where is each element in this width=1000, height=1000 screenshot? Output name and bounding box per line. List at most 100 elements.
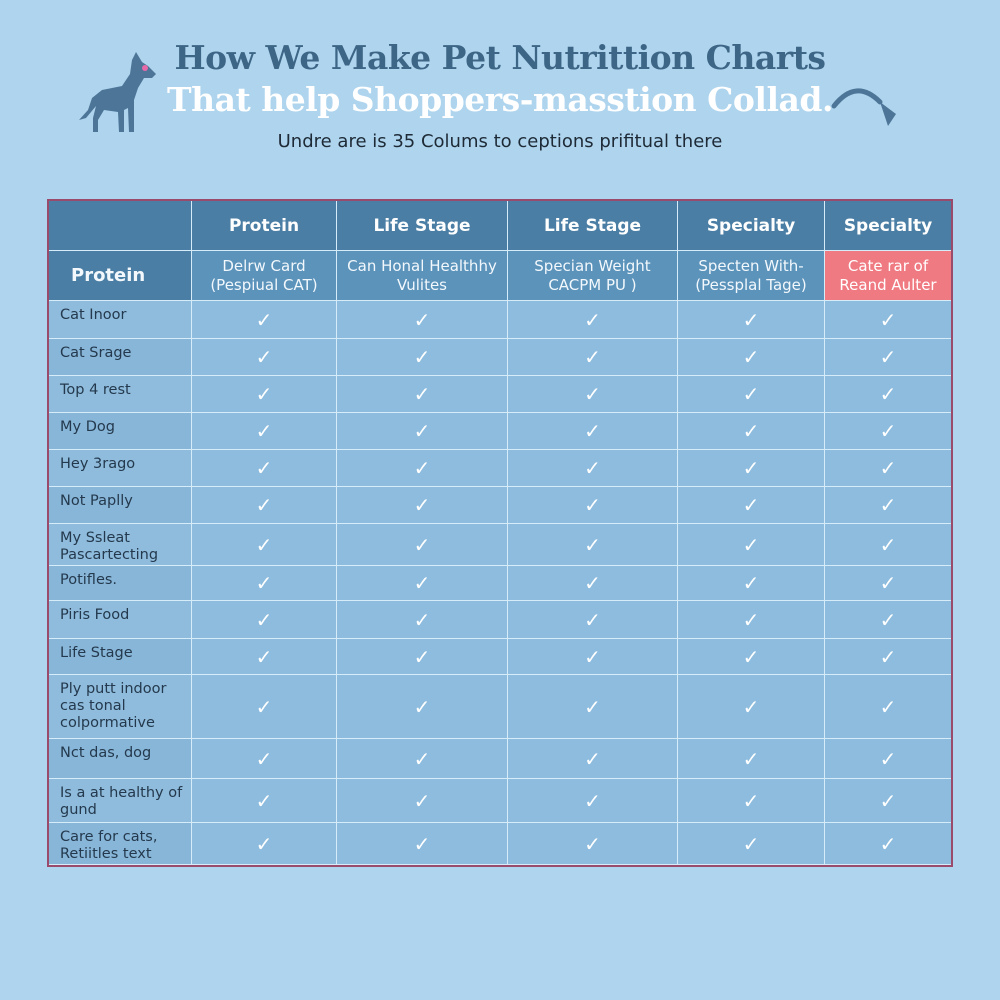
table-cell: ✓ [825, 450, 951, 487]
table-cell: ✓ [508, 566, 678, 601]
check-icon: ✓ [255, 694, 273, 719]
check-icon: ✓ [742, 746, 760, 771]
table-cell: ✓ [337, 675, 508, 739]
check-icon: ✓ [742, 694, 760, 719]
row-label: Not Paplly [49, 487, 192, 524]
table-cell: ✓ [678, 339, 825, 376]
check-icon: ✓ [879, 382, 897, 406]
row-label: My Dog [49, 413, 192, 450]
dog-illustration [79, 52, 156, 132]
table-cell: ✓ [508, 779, 678, 823]
table-cell: ✓ [678, 739, 825, 779]
check-icon: ✓ [255, 571, 273, 595]
table-cell: ✓ [337, 301, 508, 339]
table-cell: ✓ [508, 376, 678, 413]
table-cell: ✓ [508, 675, 678, 739]
table-cell: ✓ [337, 639, 508, 675]
table-cell: ✓ [508, 339, 678, 376]
table-cell: ✓ [825, 601, 951, 639]
check-icon: ✓ [584, 456, 601, 480]
check-icon: ✓ [255, 456, 273, 480]
check-icon: ✓ [742, 571, 760, 595]
check-icon: ✓ [879, 307, 897, 332]
table-cell: ✓ [825, 566, 951, 601]
row-label: Cat Inoor [49, 301, 192, 339]
table-cell: ✓ [678, 823, 825, 865]
check-icon: ✓ [584, 419, 601, 443]
check-icon: ✓ [255, 831, 273, 856]
column-subheader: Delrw Card (Pespiual CAT) [192, 251, 337, 301]
check-icon: ✓ [742, 532, 760, 557]
column-header: Protein [192, 201, 337, 251]
check-icon: ✓ [413, 571, 431, 595]
table-cell: ✓ [192, 779, 337, 823]
check-icon: ✓ [584, 746, 601, 771]
page-title-line2: That help Shoppers-masstion Collad. [167, 80, 833, 119]
table-cell: ✓ [825, 413, 951, 450]
table-cell: ✓ [192, 524, 337, 566]
table-cell: ✓ [678, 301, 825, 339]
table-cell: ✓ [678, 376, 825, 413]
table-cell: ✓ [508, 301, 678, 339]
table-cell: ✓ [192, 301, 337, 339]
row-label: Is a at healthy of gund [49, 779, 192, 823]
table-cell: ✓ [508, 601, 678, 639]
check-icon: ✓ [879, 532, 897, 557]
table-cell: ✓ [192, 639, 337, 675]
table-cell: ✓ [192, 739, 337, 779]
nutrition-comparison-table: Protein Life Stage Life Stage Specialty Spec… [47, 199, 953, 867]
check-icon: ✓ [413, 532, 431, 557]
row-label: Potifles. [49, 566, 192, 601]
check-icon: ✓ [584, 831, 601, 856]
column-subheader: Specten With- (Pessplal Tage) [678, 251, 825, 301]
check-icon: ✓ [413, 307, 431, 332]
check-icon: ✓ [413, 493, 431, 517]
check-icon: ✓ [255, 419, 273, 443]
check-icon: ✓ [742, 419, 760, 443]
column-header: Life Stage [508, 201, 678, 251]
column-header: Specialty [825, 201, 951, 251]
check-icon: ✓ [584, 345, 601, 369]
table-cell: ✓ [678, 413, 825, 450]
check-icon: ✓ [879, 571, 897, 595]
check-icon: ✓ [413, 382, 431, 406]
table-cell: ✓ [192, 487, 337, 524]
table-cell: ✓ [678, 566, 825, 601]
table-cell: ✓ [192, 566, 337, 601]
check-icon: ✓ [879, 419, 897, 443]
table-cell: ✓ [508, 739, 678, 779]
check-icon: ✓ [255, 307, 273, 332]
table-cell: ✓ [508, 450, 678, 487]
table-cell: ✓ [678, 524, 825, 566]
table-cell: ✓ [192, 376, 337, 413]
table-cell: ✓ [337, 413, 508, 450]
check-icon: ✓ [742, 644, 760, 669]
table-cell: ✓ [192, 339, 337, 376]
check-icon: ✓ [584, 788, 601, 813]
table-cell: ✓ [825, 339, 951, 376]
check-icon: ✓ [413, 788, 431, 813]
check-icon: ✓ [255, 382, 273, 406]
page-subtitle: Undre are is 35 Colums to ceptions prifi… [277, 131, 723, 152]
check-icon: ✓ [742, 345, 760, 369]
table-cell: ✓ [337, 823, 508, 865]
check-icon: ✓ [742, 382, 760, 406]
column-subheader: Protein [49, 251, 192, 301]
table-cell: ✓ [337, 779, 508, 823]
check-icon: ✓ [879, 345, 897, 369]
check-icon: ✓ [879, 493, 897, 517]
column-subheader: Specian Weight CACPM PU ) [508, 251, 678, 301]
table-cell: ✓ [825, 524, 951, 566]
curved-arrow-icon [831, 88, 896, 126]
check-icon: ✓ [584, 307, 601, 332]
check-icon: ✓ [879, 788, 897, 813]
table-cell: ✓ [825, 779, 951, 823]
table-cell: ✓ [825, 823, 951, 865]
column-header: Specialty [678, 201, 825, 251]
table-cell: ✓ [508, 524, 678, 566]
check-icon: ✓ [255, 532, 273, 557]
row-label: Life Stage [49, 639, 192, 675]
check-icon: ✓ [879, 456, 897, 480]
row-label: Hey 3rago [49, 450, 192, 487]
check-icon: ✓ [413, 746, 431, 771]
